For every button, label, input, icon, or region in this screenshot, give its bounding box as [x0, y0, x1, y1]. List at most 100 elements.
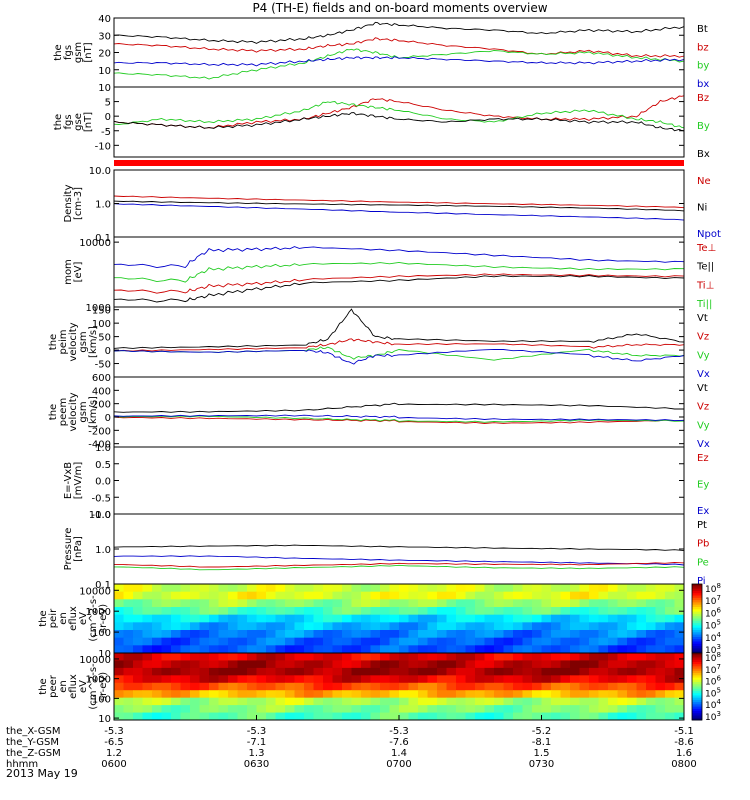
heatmap-cell	[294, 645, 305, 654]
heatmap-cell	[627, 622, 637, 631]
heatmap-cell	[380, 660, 390, 669]
series-line	[113, 544, 685, 552]
heatmap-cell	[579, 599, 590, 608]
colorbar-swatch	[692, 643, 702, 647]
y-tick-label: 10.0	[89, 166, 111, 177]
colorbar-swatch	[692, 602, 702, 606]
heatmap-cell	[228, 637, 238, 646]
heatmap-cell	[209, 653, 219, 661]
y-axis-label: thepeemvelocitygsm[km/s]	[48, 392, 99, 431]
heatmap-cell	[503, 660, 514, 669]
footer-value: -6.5	[104, 737, 124, 748]
heatmap-cell	[608, 660, 618, 669]
heatmap-cell	[218, 637, 229, 646]
heatmap-cell	[332, 584, 343, 593]
heatmap-cell	[285, 584, 295, 593]
heatmap-cell	[427, 653, 438, 661]
heatmap-cell	[114, 591, 124, 600]
heatmap-cell	[437, 591, 447, 600]
heatmap-cell	[114, 614, 124, 623]
heatmap-cell	[142, 614, 153, 623]
heatmap-cell	[427, 599, 438, 608]
heatmap-cell	[541, 690, 552, 699]
heatmap-cell	[399, 697, 409, 706]
heatmap-cell	[332, 660, 343, 669]
heatmap-cell	[646, 682, 656, 691]
colorbar-swatch	[692, 668, 702, 672]
legend-entry: Ti||	[696, 299, 712, 310]
footer-value: -8.6	[674, 737, 694, 748]
heatmap-cell	[266, 614, 276, 623]
heatmap-cell	[513, 697, 523, 706]
heatmap-cell	[237, 690, 248, 699]
heatmap-cell	[446, 591, 457, 600]
y-tick-label: 10	[98, 66, 111, 77]
heatmap-cell	[608, 599, 618, 608]
heatmap-cell	[418, 682, 428, 691]
heatmap-cell	[627, 584, 637, 593]
heatmap-cell	[560, 712, 571, 721]
heatmap-cell	[218, 690, 229, 699]
panel-frame	[113, 86, 685, 158]
heatmap-cell	[399, 712, 409, 721]
heatmap-cell	[560, 614, 571, 623]
colorbar-swatch	[692, 713, 702, 717]
colorbar-tick-label: 104	[705, 631, 721, 644]
heatmap-cell	[142, 667, 153, 676]
heatmap-cell	[304, 697, 314, 706]
heatmap-cell	[266, 645, 276, 654]
heatmap-cell	[342, 667, 352, 676]
heatmap-cell	[380, 667, 390, 676]
heatmap-cell	[579, 630, 590, 639]
heatmap-cell	[361, 690, 371, 699]
heatmap-cell	[275, 622, 286, 631]
heatmap-cell	[285, 675, 295, 684]
heatmap-cell	[323, 645, 333, 654]
heatmap-cell	[285, 690, 295, 699]
heatmap-cell	[513, 690, 523, 699]
heatmap-cell	[218, 584, 229, 593]
heatmap-cell	[665, 599, 675, 608]
heatmap-cell	[237, 705, 248, 714]
heatmap-cell	[332, 637, 343, 646]
heatmap-cell	[266, 630, 276, 639]
heatmap-cell	[370, 667, 381, 676]
heatmap-cell	[579, 645, 590, 654]
heatmap-cell	[199, 705, 210, 714]
heatmap-cell	[646, 614, 656, 623]
heatmap-cell	[389, 645, 400, 654]
heatmap-cell	[399, 690, 409, 699]
heatmap-cell	[313, 622, 324, 631]
heatmap-cell	[399, 591, 409, 600]
heatmap-cell	[171, 637, 181, 646]
heatmap-cell	[465, 622, 476, 631]
heatmap-cell	[465, 697, 476, 706]
heatmap-cell	[256, 697, 267, 706]
heatmap-cell	[627, 690, 637, 699]
heatmap-cell	[304, 705, 314, 714]
heatmap-cell	[674, 705, 685, 714]
heatmap-cell	[199, 599, 210, 608]
heatmap-cell	[180, 660, 191, 669]
heatmap-cell	[171, 712, 181, 721]
colorbar-swatch	[692, 639, 702, 642]
heatmap-cell	[180, 599, 191, 608]
heatmap-cell	[275, 667, 286, 676]
heatmap-cell	[161, 622, 172, 631]
heatmap-cell	[237, 653, 248, 661]
legend-entry: Bz	[697, 93, 709, 104]
footer-value: 1.3	[249, 748, 265, 759]
heatmap-cell	[541, 675, 552, 684]
heatmap-cell	[560, 697, 571, 706]
heatmap-cell	[294, 607, 305, 616]
heatmap-cell	[313, 667, 324, 676]
heatmap-cell	[437, 630, 447, 639]
heatmap-cell	[237, 622, 248, 631]
heatmap-cell	[408, 607, 419, 616]
heatmap-cell	[484, 591, 495, 600]
heatmap-cell	[408, 591, 419, 600]
heatmap-cell	[114, 645, 124, 654]
heatmap-cell	[513, 660, 523, 669]
heatmap-cell	[579, 591, 590, 600]
heatmap-cell	[627, 607, 637, 616]
